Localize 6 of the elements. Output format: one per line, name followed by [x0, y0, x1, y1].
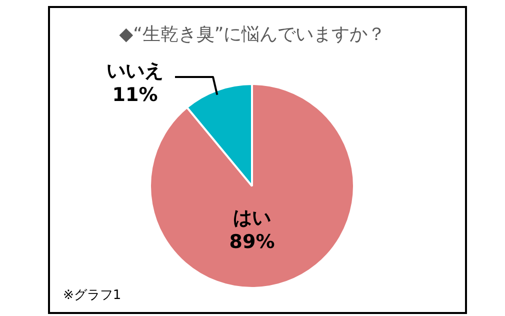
chart-title: ◆“生乾き臭”に悩んでいますか？ — [118, 23, 387, 46]
slice-label: はい — [233, 206, 271, 229]
text: ※グラフ1 — [63, 287, 122, 304]
slice-label: いいえ — [106, 60, 164, 82]
data-label: 89% — [229, 230, 275, 253]
data-label: 11% — [112, 84, 158, 106]
